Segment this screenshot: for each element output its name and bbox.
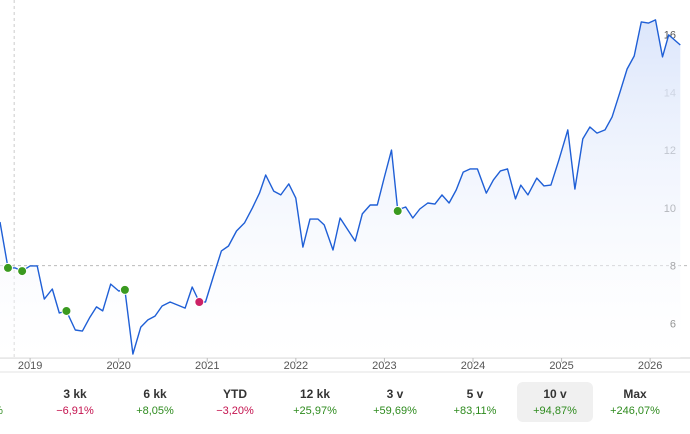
x-tick-label: 2021	[195, 360, 219, 372]
tab-label[interactable]: 10 v	[543, 387, 567, 401]
event-marker	[194, 296, 205, 307]
tab-label[interactable]: 3 v	[387, 387, 404, 401]
tab-change[interactable]: +59,69%	[373, 405, 417, 417]
tab-label[interactable]: Max	[623, 387, 647, 401]
active-tab-bg	[517, 382, 593, 422]
tab-change[interactable]: +246,07%	[610, 405, 660, 417]
event-marker	[2, 262, 13, 273]
tab[interactable]	[0, 382, 33, 422]
x-tick-label: 2020	[106, 360, 130, 372]
tab-change[interactable]: +94,87%	[533, 405, 577, 417]
tab-change[interactable]: −6,91%	[56, 405, 94, 417]
tab-label[interactable]: 3 kk	[63, 387, 87, 401]
event-marker	[119, 284, 130, 295]
x-tick-label: 2022	[284, 360, 308, 372]
event-marker	[392, 206, 403, 217]
tab-label[interactable]: YTD	[223, 387, 247, 401]
price-line	[0, 19, 681, 355]
tab-label[interactable]: 5 v	[467, 387, 484, 401]
tab-change[interactable]: −3,20%	[216, 405, 254, 417]
tab-change[interactable]: +8,05%	[136, 405, 174, 417]
tab-label[interactable]: 12 kk	[300, 387, 330, 401]
x-tick-label: 2024	[461, 360, 485, 372]
x-tick-label: 2025	[549, 360, 573, 372]
area-fill	[0, 19, 681, 359]
tab-change[interactable]: 1%	[0, 405, 3, 417]
event-marker	[61, 305, 72, 316]
tab-change[interactable]: +83,11%	[454, 405, 497, 417]
x-tick-label: 2023	[372, 360, 396, 372]
x-tick-label: 2019	[18, 360, 42, 372]
tab-label[interactable]: 6 kk	[143, 387, 167, 401]
tab-change[interactable]: +25,97%	[293, 405, 337, 417]
event-marker	[17, 266, 28, 277]
x-tick-label: 2026	[638, 360, 662, 372]
